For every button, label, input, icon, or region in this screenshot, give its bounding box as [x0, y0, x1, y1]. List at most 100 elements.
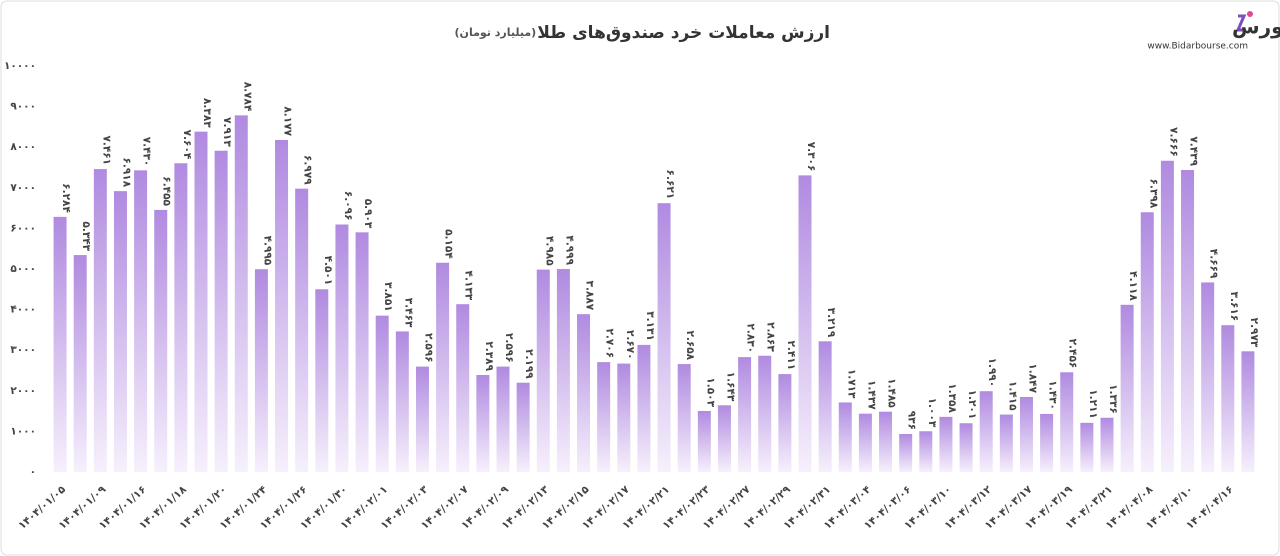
bar — [1181, 169, 1195, 472]
value-label: ۲.۸۶۳ — [765, 322, 777, 352]
value-label: ۵.۹۰۳ — [362, 199, 374, 229]
bar — [375, 315, 389, 472]
bar — [919, 431, 933, 472]
bar — [939, 416, 953, 472]
value-label: ۴.۹۹۹ — [563, 235, 575, 265]
value-label: ۲.۸۳۰ — [745, 323, 757, 353]
value-label: ۱.۳۵۸ — [946, 383, 958, 413]
bar — [717, 405, 731, 472]
bar — [275, 140, 289, 472]
value-label: ۲.۶۷۰ — [624, 330, 636, 360]
y-tick-label: ۱۰۰۰۰ — [4, 60, 36, 72]
value-label: ۴.۵۰۱ — [322, 256, 334, 286]
chart-heading: ارزش معاملات خرد صندوق‌های طلا (میلیارد … — [455, 23, 830, 44]
value-label: ۱.۴۱۵ — [1006, 381, 1018, 411]
bar — [355, 232, 369, 472]
value-label: ۷.۹۱۳ — [221, 117, 233, 147]
value-label: ۸.۱۷۷ — [282, 106, 294, 136]
bar — [496, 366, 510, 472]
bar — [838, 402, 852, 472]
bar — [1080, 422, 1094, 472]
bar — [436, 262, 450, 472]
value-label: ۲.۱۹۹ — [523, 349, 535, 379]
value-label: ۶.۳۹۸ — [1147, 179, 1159, 209]
value-label: ۳.۸۸۷ — [584, 281, 596, 311]
bar — [476, 375, 490, 472]
y-tick-label: ۸۰۰۰ — [10, 141, 36, 153]
bar — [677, 364, 691, 472]
bar — [53, 216, 67, 472]
value-label: ۴.۹۹۵ — [261, 236, 273, 266]
value-label: ۶.۹۷۹ — [302, 155, 314, 185]
value-label: ۷.۴۶۱ — [100, 135, 112, 165]
value-label: ۶.۶۲۱ — [664, 170, 676, 200]
value-label: ۱.۴۳۰ — [1047, 380, 1059, 410]
value-label: ۸.۷۸۴ — [241, 82, 253, 112]
value-label: ۷.۴۳۹ — [1188, 136, 1200, 166]
bar — [194, 131, 208, 472]
value-label: ۱.۷۱۳ — [845, 369, 857, 399]
bar — [456, 304, 470, 472]
value-label: ۱.۴۸۵ — [886, 378, 898, 408]
y-tick-label: ۴۰۰۰ — [10, 304, 36, 316]
bar — [395, 331, 409, 472]
bar — [657, 203, 671, 473]
bar — [295, 188, 309, 473]
value-label: ۷.۴۳۰ — [141, 137, 153, 167]
bar — [1241, 351, 1255, 472]
value-label: ۸.۳۸۳ — [201, 98, 213, 128]
bar — [798, 175, 812, 472]
y-tick-label: ۶۰۰۰ — [10, 222, 36, 234]
value-label: ۳.۲۱۹ — [825, 308, 837, 338]
value-label: ۱.۶۴۳ — [724, 372, 736, 402]
bar — [899, 433, 913, 472]
bar — [1120, 304, 1134, 472]
chart-subtitle: (میلیارد تومان) — [455, 26, 537, 39]
value-label: ۱.۲۰۱ — [966, 390, 978, 420]
value-label: ۷.۶۰۴ — [181, 130, 193, 160]
brand-name: بیدار بورس — [1232, 15, 1280, 39]
bar — [315, 289, 329, 472]
value-label: ۷.۶۶۶ — [1167, 127, 1179, 157]
bar — [1040, 413, 1054, 472]
value-label: ۴.۹۸۵ — [543, 236, 555, 266]
value-label: ۲.۵۹۶ — [503, 333, 515, 363]
bar — [1201, 282, 1215, 472]
value-label: ۳.۱۳۱ — [644, 311, 656, 341]
value-label: ۲.۷۰۶ — [604, 329, 616, 359]
value-label: ۱.۰۰۳ — [926, 398, 938, 428]
bar — [1019, 397, 1033, 472]
value-label: ۲.۴۵۶ — [1067, 339, 1079, 369]
bar — [617, 363, 631, 472]
logo-dot — [1247, 11, 1253, 17]
bar — [778, 374, 792, 472]
value-label: ۲.۳۸۹ — [483, 341, 495, 371]
value-label: ۵.۳۴۳ — [80, 221, 92, 251]
value-label: ۱.۸۴۷ — [1026, 363, 1038, 393]
bar — [415, 366, 429, 472]
y-tick-label: ۷۰۰۰ — [10, 182, 36, 194]
value-label: ۶.۰۹۶ — [342, 191, 354, 221]
value-label: ۷.۳۰۶ — [805, 142, 817, 172]
bar — [113, 191, 127, 472]
bar — [93, 169, 107, 472]
bar — [214, 150, 228, 473]
value-label: ۲.۴۱۱ — [785, 340, 797, 370]
value-label: ۳.۸۵۱ — [382, 282, 394, 312]
bar — [174, 163, 188, 473]
y-tick-label: ۹۰۰۰ — [10, 101, 36, 113]
value-label: ۲.۶۵۸ — [684, 330, 696, 360]
value-label: ۴.۱۳۳ — [463, 271, 475, 301]
bar — [999, 414, 1013, 472]
value-label: ۴.۶۶۹ — [1208, 249, 1220, 279]
value-label: ۱.۲۱۱ — [1087, 389, 1099, 419]
bar — [1221, 325, 1235, 472]
bar — [154, 209, 168, 472]
y-tick-label: ۲۰۰۰ — [10, 385, 36, 397]
bar — [1100, 417, 1114, 472]
y-tick-label: ۳۰۰۰ — [10, 344, 36, 356]
value-label: ۳.۴۶۳ — [402, 298, 414, 328]
value-label: ۶.۲۸۴ — [60, 183, 72, 213]
bar — [1060, 372, 1074, 472]
